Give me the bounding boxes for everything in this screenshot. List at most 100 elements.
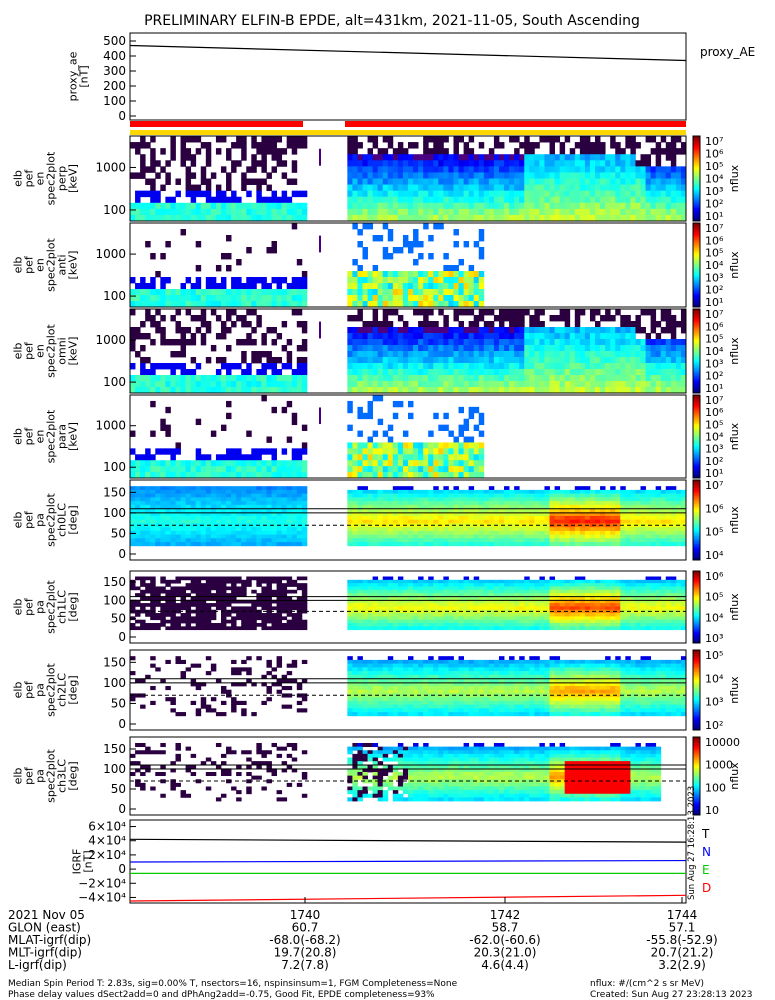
heatmap-cell <box>362 363 368 370</box>
heatmap-cell <box>423 178 429 185</box>
colorbar-cell <box>693 538 700 541</box>
heatmap-cell <box>276 538 283 543</box>
heatmap-cell <box>413 387 419 394</box>
heatmap-cell <box>463 436 470 443</box>
heatmap-cell <box>291 387 298 394</box>
heatmap-cell <box>539 504 545 509</box>
heatmap-cell <box>372 154 379 161</box>
heatmap-cell <box>266 247 272 254</box>
heatmap-cell <box>256 530 262 536</box>
heatmap-cell <box>483 523 490 528</box>
heatmap-cell <box>554 190 561 198</box>
heatmap-cell <box>625 142 631 149</box>
heatmap-cell <box>600 333 606 340</box>
heatmap-cell <box>402 154 409 161</box>
heatmap-cell <box>564 527 571 532</box>
heatmap-cell <box>554 534 561 539</box>
heatmap-cell <box>504 387 510 394</box>
colorbar-tick-label: 10⁵ <box>705 247 723 260</box>
heatmap-cell <box>362 508 368 513</box>
heatmap-cell <box>190 214 197 222</box>
heatmap-cell <box>463 327 470 334</box>
heatmap-cell <box>150 190 156 198</box>
heatmap-cell <box>180 493 186 498</box>
colorbar-cell <box>693 292 700 295</box>
heatmap-cell <box>620 519 626 524</box>
heatmap-cell <box>372 493 379 498</box>
heatmap-cell <box>589 512 596 517</box>
heatmap-cell <box>498 166 505 173</box>
colorbar-cell <box>693 465 700 469</box>
heatmap-cell <box>251 375 257 382</box>
heatmap-cell <box>413 508 419 513</box>
heatmap-cell <box>418 527 424 532</box>
heatmap-cell <box>458 351 464 358</box>
heatmap-cell <box>534 357 540 364</box>
heatmap-cell <box>615 508 621 513</box>
heatmap-cell <box>276 489 283 495</box>
heatmap-cell <box>226 448 232 455</box>
heatmap-cell <box>145 626 151 631</box>
heatmap-cell <box>423 208 429 216</box>
heatmap-cell <box>165 504 171 509</box>
heatmap-cell <box>463 534 470 539</box>
colorbar-cell <box>693 530 700 533</box>
heatmap-cell <box>584 501 591 506</box>
heatmap-cell <box>640 309 646 316</box>
heatmap-cell <box>246 283 252 290</box>
heatmap-cell <box>397 178 404 185</box>
heatmap-cell <box>362 534 368 539</box>
heatmap-cell <box>463 363 470 370</box>
heatmap-cell <box>276 534 283 539</box>
heatmap-cell <box>600 166 606 173</box>
heatmap-cell <box>408 375 414 382</box>
heatmap-cell <box>544 508 550 513</box>
heatmap-cell <box>630 184 636 192</box>
heatmap-cell <box>155 202 161 210</box>
heatmap-cell <box>150 369 156 376</box>
heatmap-cell <box>140 508 146 513</box>
heatmap-cell <box>519 387 525 394</box>
heatmap-cell <box>226 289 232 296</box>
heatmap-cell <box>529 515 535 521</box>
heatmap-cell <box>539 363 545 370</box>
heatmap-cell <box>372 530 379 536</box>
heatmap-cell <box>514 202 520 210</box>
heatmap-cell <box>584 504 591 509</box>
heatmap-cell <box>423 295 429 302</box>
heatmap-cell <box>236 542 242 547</box>
heatmap-cell <box>650 202 657 210</box>
heatmap-cell <box>382 504 389 509</box>
heatmap-cell <box>236 375 242 382</box>
heatmap-cell <box>413 241 419 248</box>
heatmap-cell <box>423 530 429 536</box>
heatmap-cell <box>509 345 515 352</box>
colorbar-tick-label: 10⁵ <box>705 418 723 431</box>
heatmap-cell <box>428 519 434 524</box>
heatmap-cell <box>408 160 414 167</box>
heatmap-cell <box>478 489 485 495</box>
heatmap-cell <box>428 430 434 437</box>
heatmap-cell <box>564 501 571 506</box>
heatmap-cell <box>256 178 262 185</box>
heatmap-cell <box>650 172 657 179</box>
heatmap-cell <box>483 333 490 340</box>
heatmap-cell <box>210 202 217 210</box>
heatmap-cell <box>433 148 439 155</box>
heatmap-cell <box>579 512 586 517</box>
heatmap-cell <box>448 277 454 284</box>
heatmap-cell <box>215 283 222 290</box>
heatmap-cell <box>544 339 550 346</box>
heatmap-cell <box>170 501 176 506</box>
heatmap-cell <box>650 538 657 543</box>
heatmap-cell <box>251 166 257 173</box>
heatmap-cell <box>519 501 525 506</box>
heatmap-cell <box>382 315 389 322</box>
colorbar-cell <box>693 540 700 543</box>
colorbar-cell <box>693 434 700 437</box>
heatmap-cell <box>372 387 379 394</box>
heatmap-cell <box>640 538 646 543</box>
heatmap-cell <box>286 375 293 382</box>
y-axis-label: proxy_ae[nT] <box>67 51 91 101</box>
heatmap-cell <box>529 327 535 334</box>
